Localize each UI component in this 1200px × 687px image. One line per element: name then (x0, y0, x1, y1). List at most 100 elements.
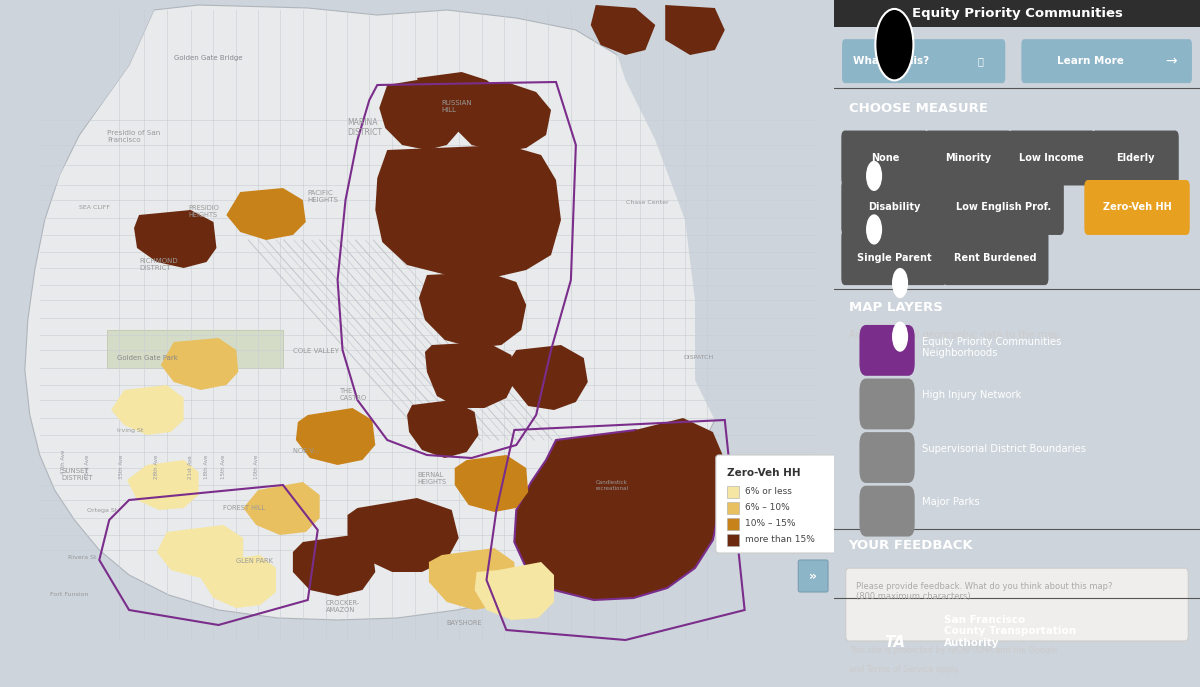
FancyBboxPatch shape (943, 230, 1049, 285)
Text: GLEN PARK: GLEN PARK (236, 558, 274, 564)
Text: MARINA
DISTRICT: MARINA DISTRICT (348, 118, 383, 137)
Polygon shape (376, 145, 560, 278)
Text: Golden Gate Bridge: Golden Gate Bridge (174, 55, 242, 61)
Text: NOE V...: NOE V... (293, 448, 319, 454)
FancyBboxPatch shape (943, 180, 1064, 235)
Text: Ortega St: Ortega St (88, 508, 118, 513)
Polygon shape (161, 338, 239, 390)
Text: TA: TA (884, 635, 905, 650)
Polygon shape (419, 272, 527, 348)
Text: 21st Ave: 21st Ave (188, 455, 193, 479)
FancyBboxPatch shape (859, 432, 914, 483)
Text: 10% – 15%: 10% – 15% (745, 519, 796, 528)
Circle shape (866, 161, 882, 191)
Polygon shape (407, 400, 479, 458)
Text: RUSSIAN
HILL: RUSSIAN HILL (442, 100, 473, 113)
Text: Chase Center: Chase Center (625, 200, 668, 205)
Polygon shape (418, 72, 511, 132)
Polygon shape (127, 460, 198, 510)
FancyBboxPatch shape (859, 325, 914, 376)
Text: MAP LAYERS: MAP LAYERS (848, 301, 942, 314)
Text: Irving St: Irving St (118, 428, 144, 433)
Text: Please provide feedback. What do you think about this map?
(800 maximum characte: Please provide feedback. What do you thi… (856, 582, 1112, 601)
Text: Candlestick
recreational: Candlestick recreational (595, 480, 629, 491)
Text: Zero-Veh HH: Zero-Veh HH (1103, 203, 1171, 212)
Circle shape (892, 322, 908, 352)
Text: DISPATCH: DISPATCH (683, 355, 713, 360)
Polygon shape (515, 430, 720, 600)
Text: Major Parks: Major Parks (922, 497, 979, 508)
Text: What is this?: What is this? (853, 56, 929, 66)
Text: Rent Burdened: Rent Burdened (954, 253, 1037, 262)
Polygon shape (244, 482, 319, 535)
Text: 15th Ave: 15th Ave (221, 455, 226, 480)
Text: PRESIDIO
HEIGHTS: PRESIDIO HEIGHTS (188, 205, 220, 218)
Polygon shape (590, 5, 655, 55)
Text: San Francisco
County Transportation
Authority: San Francisco County Transportation Auth… (943, 615, 1076, 648)
Text: 47th Ave: 47th Ave (61, 450, 66, 475)
Circle shape (875, 9, 913, 80)
Text: SUNSET
DISTRICT: SUNSET DISTRICT (61, 468, 94, 481)
Text: more than 15%: more than 15% (745, 535, 815, 545)
Text: 6% – 10%: 6% – 10% (745, 504, 790, 513)
Bar (834, 0, 1200, 27)
FancyBboxPatch shape (842, 39, 1006, 83)
Text: →: → (1165, 54, 1176, 68)
Polygon shape (665, 5, 725, 55)
Text: BERNAL
HEIGHTS: BERNAL HEIGHTS (418, 472, 446, 485)
Polygon shape (0, 0, 154, 687)
Polygon shape (293, 535, 376, 596)
Text: 6% or less: 6% or less (745, 488, 792, 497)
Text: Zero-Veh HH: Zero-Veh HH (727, 468, 800, 478)
Text: and Terms of Service apply.: and Terms of Service apply. (848, 665, 959, 674)
Polygon shape (455, 82, 551, 152)
FancyBboxPatch shape (798, 560, 828, 592)
Text: Disability: Disability (868, 203, 920, 212)
Text: Rivera St: Rivera St (67, 555, 96, 560)
FancyBboxPatch shape (859, 379, 914, 429)
Text: CHOOSE MEASURE: CHOOSE MEASURE (848, 102, 988, 115)
Text: Learn More: Learn More (1057, 56, 1123, 66)
FancyBboxPatch shape (841, 180, 947, 235)
Text: PACIFIC
HEIGHTS: PACIFIC HEIGHTS (307, 190, 338, 203)
Text: SEA CLIFF: SEA CLIFF (79, 205, 110, 210)
Polygon shape (134, 210, 216, 268)
Text: High Injury Network: High Injury Network (922, 390, 1021, 401)
Text: This site is protected by reCAPTCHA and the Google: This site is protected by reCAPTCHA and … (848, 646, 1057, 655)
FancyBboxPatch shape (846, 568, 1188, 641)
FancyBboxPatch shape (1008, 131, 1096, 185)
Polygon shape (227, 188, 306, 240)
Text: THE
CASTRO: THE CASTRO (340, 388, 367, 401)
Text: 35th Ave: 35th Ave (119, 455, 124, 480)
Bar (727, 486, 739, 498)
Text: »: » (809, 570, 817, 583)
FancyBboxPatch shape (841, 131, 929, 185)
Bar (727, 518, 739, 530)
Text: COLE VALLEY: COLE VALLEY (293, 348, 338, 354)
Text: Equity Priority Communities
Neighborhoods: Equity Priority Communities Neighborhood… (922, 337, 1061, 358)
Text: Add additional geographic data to the map.: Add additional geographic data to the ma… (848, 330, 1062, 340)
FancyBboxPatch shape (1085, 180, 1189, 235)
Text: Low Income: Low Income (1019, 153, 1084, 163)
FancyBboxPatch shape (716, 455, 839, 553)
Text: BAYSHORE: BAYSHORE (446, 620, 482, 626)
Bar (727, 534, 739, 546)
Polygon shape (428, 548, 516, 610)
Polygon shape (107, 330, 283, 368)
Polygon shape (25, 5, 739, 620)
Polygon shape (628, 418, 725, 520)
Text: 43rd Ave: 43rd Ave (85, 455, 90, 480)
Bar (727, 502, 739, 514)
Polygon shape (509, 345, 588, 410)
Text: 18th Ave: 18th Ave (204, 455, 209, 480)
Polygon shape (348, 498, 458, 572)
Text: FOREST HILL: FOREST HILL (223, 505, 265, 511)
Text: 28th Ave: 28th Ave (155, 455, 160, 480)
Polygon shape (474, 562, 554, 620)
Text: YOUR FEEDBACK: YOUR FEEDBACK (848, 539, 973, 552)
Polygon shape (112, 385, 184, 435)
FancyBboxPatch shape (841, 230, 947, 285)
FancyBboxPatch shape (1092, 131, 1178, 185)
Polygon shape (200, 555, 276, 608)
Polygon shape (455, 455, 528, 512)
